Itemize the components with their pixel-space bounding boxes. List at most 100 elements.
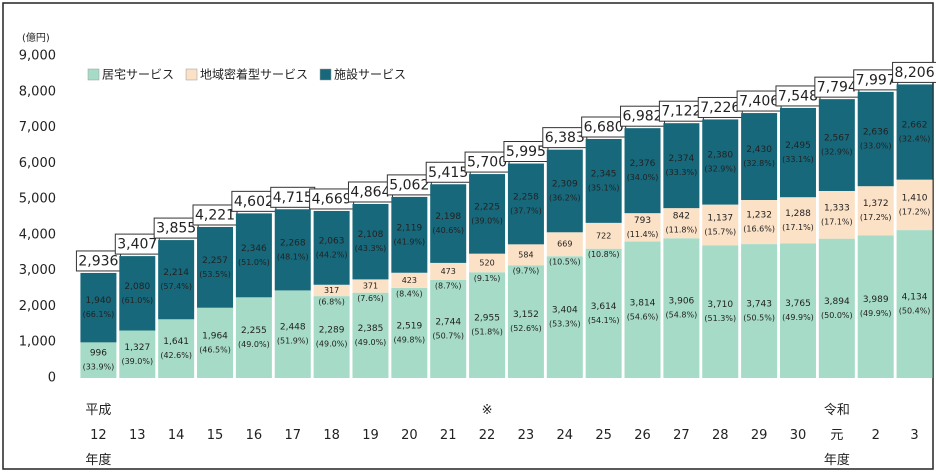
percent-label: (16.6%) xyxy=(743,225,775,234)
bar-segment xyxy=(663,238,700,378)
percent-label: (39.0%) xyxy=(121,357,153,366)
bar-segment xyxy=(235,213,272,298)
bar-segment xyxy=(507,265,544,378)
total-label: 5,995 xyxy=(506,144,546,160)
percent-label: (49.0%) xyxy=(238,340,270,349)
x-tick-label: 27 xyxy=(673,428,690,443)
percent-label: (10.5%) xyxy=(549,258,581,267)
total-label: 7,548 xyxy=(778,88,818,104)
value-label: 2,662 xyxy=(902,121,928,131)
percent-label: (49.8%) xyxy=(394,335,426,344)
value-label: 2,955 xyxy=(474,314,500,324)
value-label: 2,255 xyxy=(241,326,267,336)
percent-label: (51.0%) xyxy=(238,258,270,267)
value-label: 2,080 xyxy=(124,282,150,292)
value-label: 2,108 xyxy=(358,230,384,240)
percent-label: (41.9%) xyxy=(394,237,426,246)
bar-segment xyxy=(391,287,428,378)
percent-label: (9.7%) xyxy=(513,267,540,276)
bar-segment xyxy=(507,163,544,245)
value-label: 1,288 xyxy=(785,209,811,219)
bar-segment xyxy=(274,209,311,291)
percent-label: (17.2%) xyxy=(899,207,931,216)
bar-segment xyxy=(896,179,933,231)
bar-segment xyxy=(779,243,816,378)
y-tick-label: 3,000 xyxy=(19,263,56,278)
bar-segment xyxy=(158,319,195,378)
legend-swatch xyxy=(87,68,100,81)
x-tick-label: 13 xyxy=(129,428,146,443)
value-label: 317 xyxy=(324,286,339,295)
value-label: 2,345 xyxy=(591,169,617,179)
value-label: 2,385 xyxy=(358,324,384,334)
total-label: 4,715 xyxy=(273,190,313,206)
bar-segment xyxy=(818,99,855,191)
percent-label: (32.4%) xyxy=(899,135,931,144)
percent-label: (17.1%) xyxy=(782,223,814,232)
x-tick-label: 29 xyxy=(751,428,768,443)
percent-label: (54.1%) xyxy=(588,316,620,325)
x-tick-label: ※ 22 xyxy=(479,403,496,443)
bar-segment xyxy=(818,238,855,378)
total-label: 5,700 xyxy=(467,155,507,171)
bar-segment xyxy=(624,128,661,214)
bar-segment xyxy=(158,240,195,320)
bar-segment xyxy=(352,203,389,280)
bar-segment xyxy=(235,297,272,378)
bar-segment xyxy=(702,245,739,378)
bar-segment xyxy=(779,197,816,244)
percent-label: (37.7%) xyxy=(510,206,542,215)
percent-label: (8.4%) xyxy=(396,289,423,298)
bar-segment xyxy=(391,272,428,288)
x-tick-label: 30 xyxy=(790,428,807,443)
percent-label: (51.3%) xyxy=(704,314,736,323)
value-label: 3,989 xyxy=(863,295,889,305)
bar-segment xyxy=(702,119,739,205)
bar-segment xyxy=(430,262,467,280)
value-label: 2,119 xyxy=(396,223,422,233)
bar-segment xyxy=(741,200,778,245)
bar-segment xyxy=(546,232,583,257)
percent-label: (48.1%) xyxy=(277,252,309,261)
legend-swatch xyxy=(319,68,332,81)
total-label: 6,680 xyxy=(584,120,624,136)
x-tick-label: 16 xyxy=(246,428,263,443)
bar-segment xyxy=(391,196,428,273)
value-label: 3,152 xyxy=(513,310,539,320)
bar-segment xyxy=(80,342,117,378)
bar-segment xyxy=(741,244,778,378)
total-label: 7,794 xyxy=(817,80,857,96)
legend-swatch xyxy=(185,68,198,81)
total-label: 3,407 xyxy=(117,237,157,253)
value-label: 423 xyxy=(402,276,417,285)
percent-label: (10.8%) xyxy=(588,250,620,259)
bar-segment xyxy=(274,290,311,378)
total-label: 8,206 xyxy=(895,65,935,81)
value-label: 669 xyxy=(557,240,572,249)
value-label: 793 xyxy=(634,216,651,226)
x-tick-label: 3 xyxy=(910,428,918,443)
total-box xyxy=(542,127,588,149)
bar-segment xyxy=(469,253,506,273)
y-tick-label: 4,000 xyxy=(19,227,56,242)
bar-segment xyxy=(119,256,156,331)
value-label: 371 xyxy=(363,282,378,291)
value-label: 2,346 xyxy=(241,244,267,254)
percent-label: (53.3%) xyxy=(549,320,581,329)
percent-label: (34.0%) xyxy=(627,173,659,182)
percent-label: (11.8%) xyxy=(666,226,698,235)
y-tick-label: 6,000 xyxy=(19,156,56,171)
value-label: 2,519 xyxy=(396,321,422,331)
total-label: 3,855 xyxy=(156,221,196,237)
total-label: 4,864 xyxy=(350,184,390,200)
percent-label: (49.9%) xyxy=(782,313,814,322)
percent-label: (66.1%) xyxy=(83,310,115,319)
value-label: 2,430 xyxy=(746,145,772,155)
x-tick-label: 23 xyxy=(518,428,535,443)
percent-label: (17.2%) xyxy=(860,213,892,222)
x-tick-label: 19 xyxy=(362,428,379,443)
total-label: 7,226 xyxy=(700,100,740,116)
value-label: 2,376 xyxy=(630,159,656,169)
value-label: 3,765 xyxy=(785,299,811,309)
